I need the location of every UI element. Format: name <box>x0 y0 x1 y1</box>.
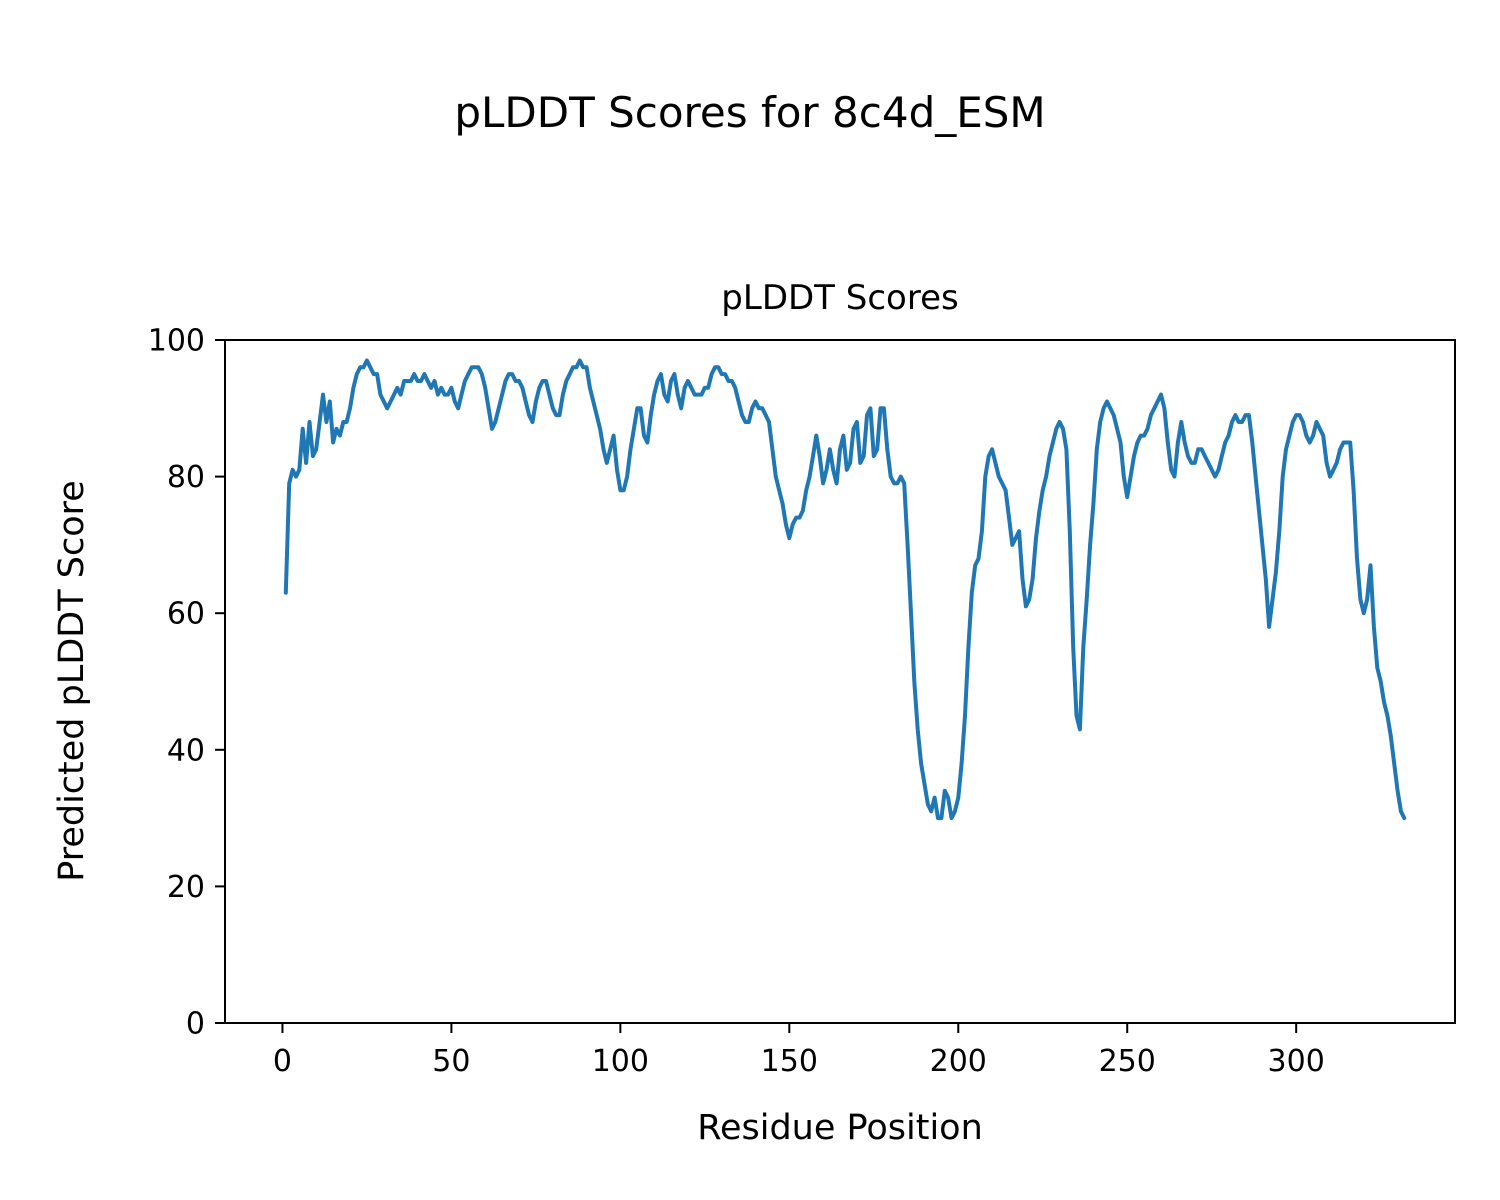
y-tick-label: 100 <box>148 324 205 359</box>
figure-suptitle: pLDDT Scores for 8c4d_ESM <box>454 88 1046 137</box>
y-tick-label: 0 <box>186 1007 205 1042</box>
y-tick-label: 60 <box>167 597 205 632</box>
x-tick-label: 0 <box>273 1044 292 1079</box>
x-tick-label: 300 <box>1268 1044 1325 1079</box>
y-tick-label: 80 <box>167 460 205 495</box>
x-tick-label: 100 <box>592 1044 649 1079</box>
x-axis-label: Residue Position <box>697 1108 983 1148</box>
x-tick-label: 200 <box>930 1044 987 1079</box>
y-tick-label: 20 <box>167 870 205 905</box>
plddt-line <box>283 358 1407 821</box>
axes-spines <box>224 339 1456 1024</box>
axes-title: pLDDT Scores <box>721 278 959 318</box>
x-tick-label: 150 <box>761 1044 818 1079</box>
y-axis-label: Predicted pLDDT Score <box>52 480 92 882</box>
y-tick-label: 40 <box>167 733 205 768</box>
x-tick-label: 50 <box>432 1044 470 1079</box>
x-tick-label: 250 <box>1099 1044 1156 1079</box>
